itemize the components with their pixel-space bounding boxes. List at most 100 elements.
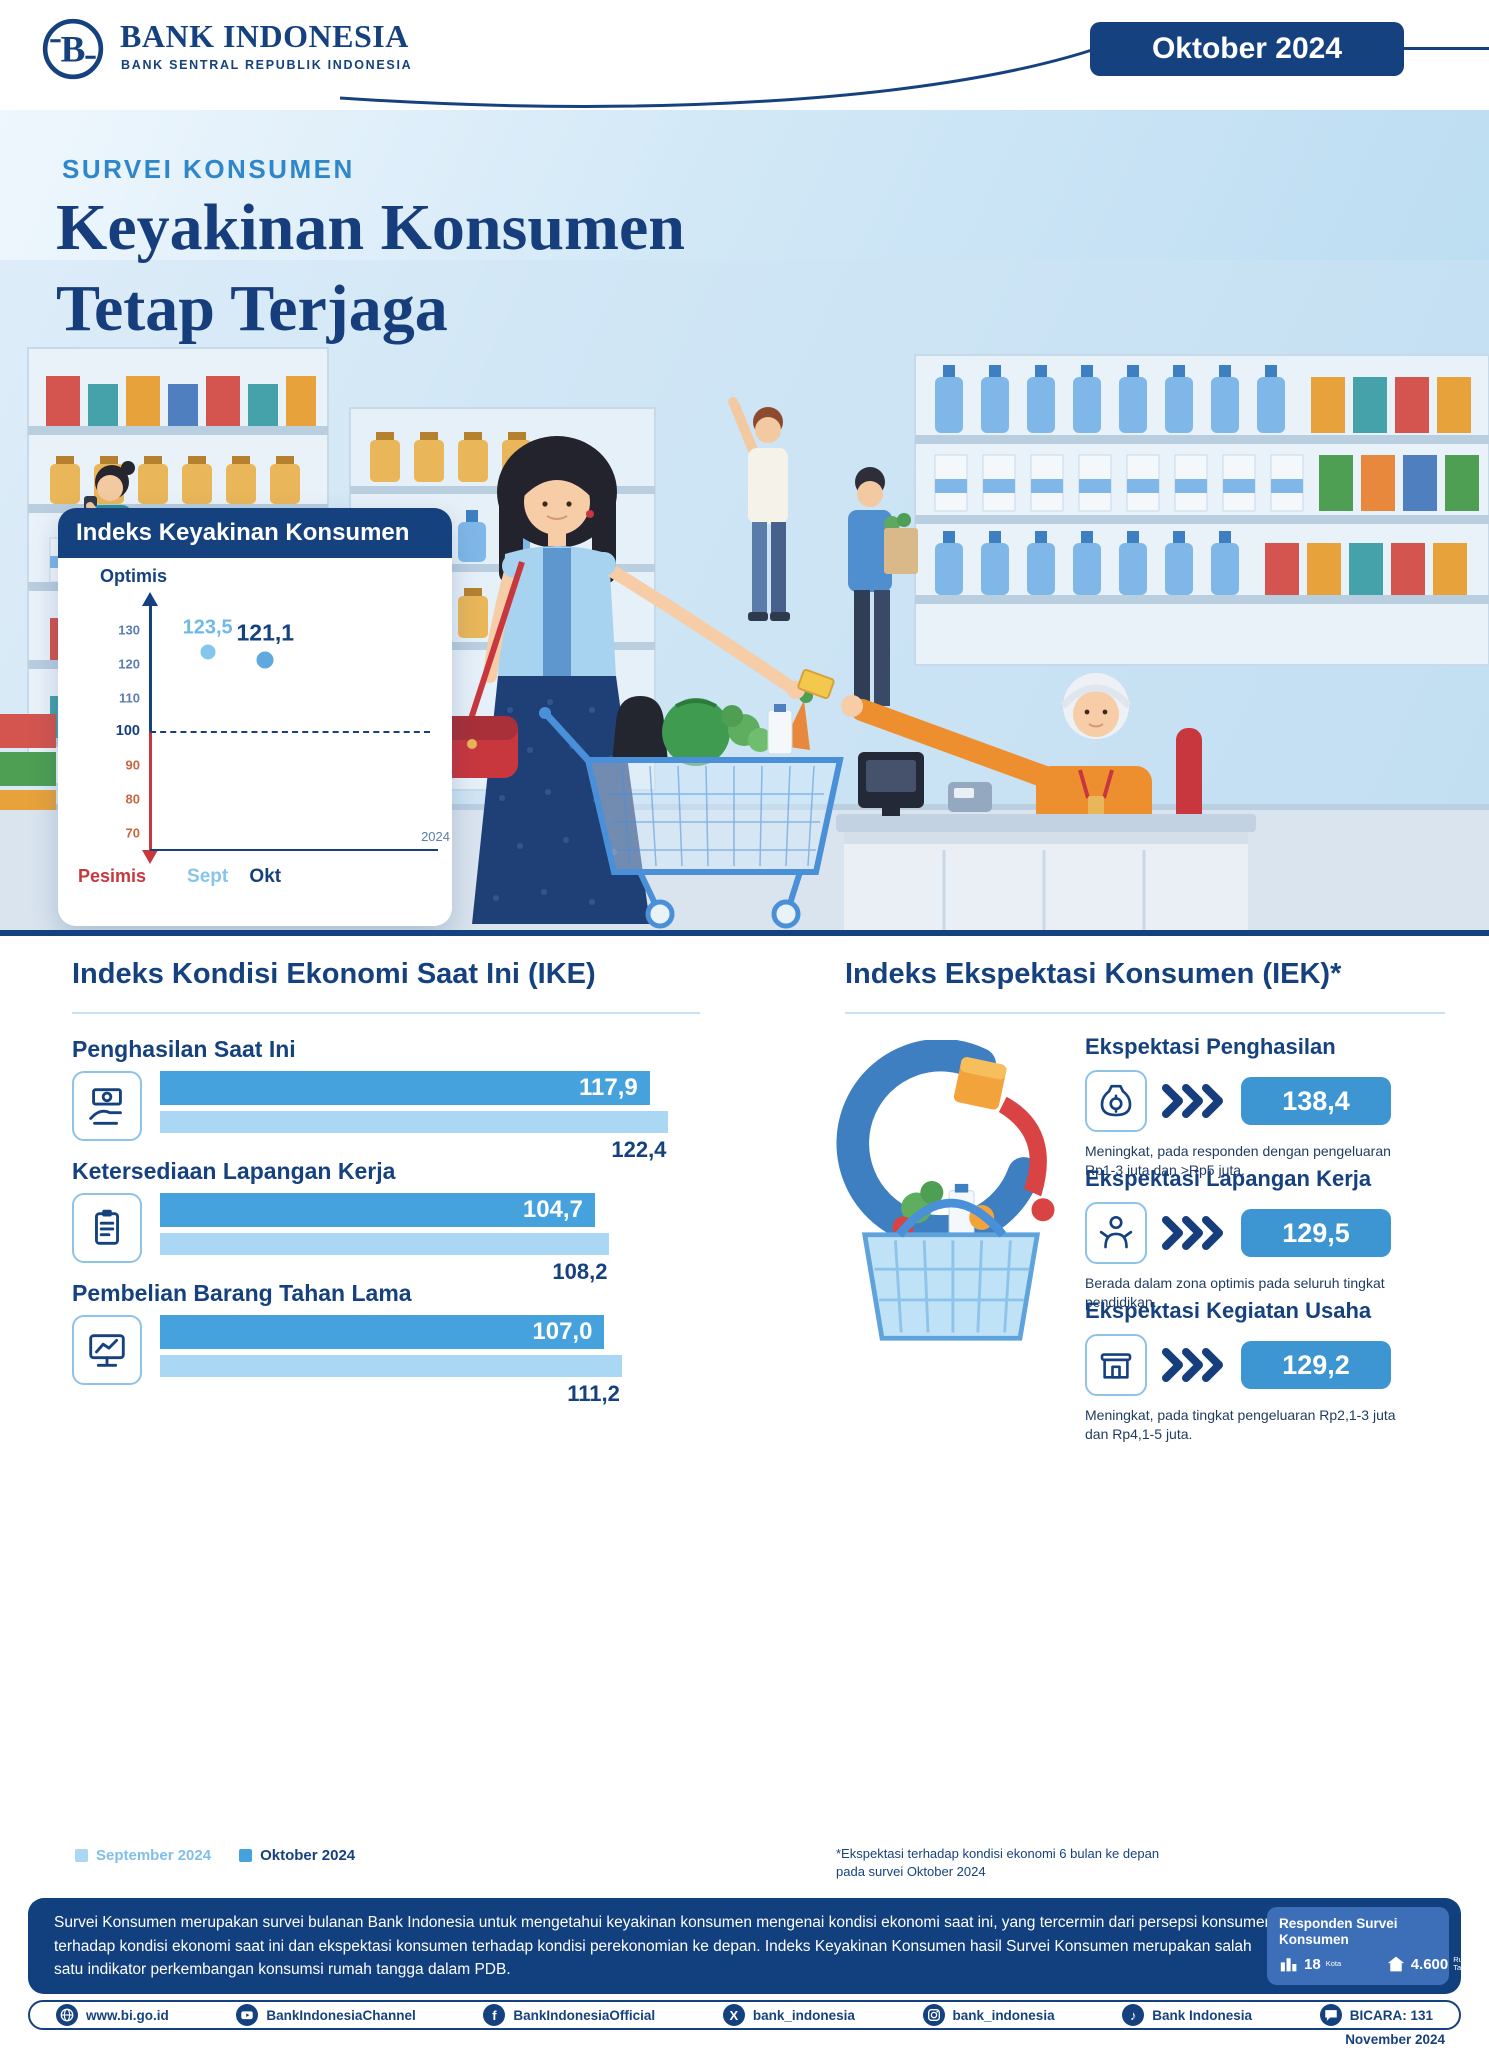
page-title-line1: Keyakinan Konsumen: [56, 191, 685, 264]
produce-crates: [0, 714, 56, 810]
instagram-label: bank_indonesia: [952, 2007, 1055, 2023]
x-category-sept: Sept: [187, 866, 229, 887]
ikk-plot: 130 120 110 100 90 80 70 123,5 121,1: [78, 592, 450, 887]
page-title: Keyakinan Konsumen Tetap Terjaga: [56, 188, 685, 349]
facebook-link[interactable]: f BankIndonesiaOfficial: [483, 2004, 655, 2026]
y-axis-top-label: Optimis: [100, 566, 168, 586]
iek-description: Meningkat, pada tingkat pengeluaran Rp2,…: [1085, 1407, 1396, 1442]
iek-label: Ekspektasi Kegiatan Usaha: [1085, 1298, 1372, 1323]
youtube-link[interactable]: BankIndonesiaChannel: [236, 2004, 416, 2026]
bar-value-oktober: 104,7: [522, 1196, 583, 1223]
bar-oktober: 104,7: [160, 1193, 595, 1227]
main-shopper: [426, 436, 799, 924]
legend-swatch-september: [75, 1849, 88, 1862]
footer-summary-box: Survei Konsumen merupakan survei bulanan…: [28, 1898, 1478, 1994]
y-tick: 120: [118, 656, 140, 672]
bar-value-september: 122,4: [611, 1137, 667, 1162]
ike-group-lapangan-kerja: Ketersediaan Lapangan Kerja 104,7 108,2: [72, 1158, 700, 1284]
y-tick: 80: [125, 791, 140, 807]
bar-september-fill: [160, 1355, 622, 1377]
y-tick: 90: [125, 757, 140, 773]
ike-legend: September 2024 Oktober 2024: [75, 1847, 355, 1864]
tiktok-link[interactable]: ♪ Bank Indonesia: [1122, 2004, 1252, 2026]
right-shelf-unit: [914, 354, 1489, 666]
y-axis-bottom-label: Pesimis: [78, 866, 147, 886]
kicker: SURVEI KONSUMEN: [62, 154, 355, 184]
stat-households-label: Rumah Tangga: [1453, 1954, 1478, 1973]
iek-title-rule: [845, 1012, 1445, 1014]
ike-section-title: Indeks Kondisi Ekonomi Saat Ini (IKE): [72, 958, 596, 990]
bar-value-september: 108,2: [552, 1259, 608, 1284]
stat-households-value: 4.600: [1410, 1955, 1449, 1973]
city-icon: [1280, 1958, 1297, 1972]
globe-icon: [56, 2004, 78, 2026]
header-swoosh-line: [339, 48, 1093, 108]
dot-okt: [256, 651, 274, 669]
chevrons-icon: [1162, 1084, 1223, 1118]
bar-oktober: 117,9: [160, 1071, 650, 1105]
axis-arrow-down-icon: [142, 850, 158, 864]
y-tick-baseline: 100: [115, 723, 140, 740]
facebook-icon: f: [483, 2004, 506, 2026]
website-link[interactable]: www.bi.go.id: [56, 2004, 169, 2026]
instagram-icon: [922, 2004, 945, 2026]
stat-households: 4.600 Rumah Tangga: [1386, 1955, 1489, 1973]
bar-value-september: 111,2: [567, 1381, 620, 1406]
iek-value-pill: 129,2: [1241, 1341, 1391, 1389]
ike-group-penghasilan: Penghasilan Saat Ini 117,9 122,4: [72, 1036, 700, 1162]
axis-arrow-up-icon: [142, 592, 158, 606]
instagram-link[interactable]: bank_indonesia: [922, 2004, 1055, 2026]
youtube-label: BankIndonesiaChannel: [266, 2007, 416, 2023]
money-bag-icon: [1085, 1070, 1147, 1132]
bar-value-oktober: 107,0: [532, 1318, 593, 1345]
page-title-line2: Tetap Terjaga: [56, 271, 448, 345]
man-with-grocery-bag: [848, 467, 918, 706]
bank-indonesia-logo-icon: B: [42, 18, 104, 80]
bar-september: 108,2: [160, 1233, 610, 1284]
footer-paragraph: Survei Konsumen merupakan survei bulanan…: [54, 1914, 1274, 1979]
y-tick: 110: [119, 690, 140, 705]
ike-group-label: Penghasilan Saat Ini: [72, 1036, 296, 1062]
x-icon: X: [722, 2004, 745, 2026]
x-link[interactable]: X bank_indonesia: [722, 2004, 855, 2026]
y-tick: 130: [118, 622, 140, 638]
stat-cities-label: Kota: [1325, 1959, 1342, 1969]
brand-subtitle: BANK SENTRAL REPUBLIK INDONESIA: [121, 58, 413, 72]
badge-line: [1400, 47, 1489, 50]
iek-description: Meningkat, pada responden dengan pengelu…: [1085, 1143, 1391, 1178]
ike-title-rule: [72, 1012, 700, 1014]
man-reaching-shelf: [728, 397, 790, 621]
svg-text:B: B: [61, 29, 86, 70]
youtube-icon: [236, 2004, 259, 2026]
baseline-100-dashed: [150, 731, 431, 734]
durable-goods-monitor-icon: [72, 1315, 142, 1385]
tiktok-label: Bank Indonesia: [1152, 2007, 1253, 2023]
y-axis-pesimis-segment: [148, 731, 152, 850]
ike-group-barang-tahan-lama: Pembelian Barang Tahan Lama 107,0 111,2: [72, 1280, 700, 1406]
iek-value-pill: 138,4: [1241, 1077, 1391, 1125]
legend-item-oktober: Oktober 2024: [239, 1847, 355, 1864]
data-point-okt: 121,1: [236, 619, 294, 669]
iek-block-kegiatan-usaha: Ekspektasi Kegiatan Usaha 129,2 Meningka…: [1085, 1298, 1445, 1444]
stat-cities: 18 Kota: [1279, 1955, 1370, 1973]
website-label: www.bi.go.id: [86, 2007, 169, 2023]
iek-label: Ekspektasi Penghasilan: [1085, 1034, 1336, 1059]
data-point-sept: 123,5: [183, 616, 233, 660]
bicara-speech-bubble-icon: [1319, 2004, 1342, 2026]
bicara-contact[interactable]: BICARA: 131: [1319, 2004, 1433, 2026]
iek-block-lapangan-kerja: Ekspektasi Lapangan Kerja 129,5 Berada d…: [1085, 1166, 1445, 1312]
bar-value-oktober: 117,9: [579, 1074, 638, 1101]
y-axis-optimis-segment: [148, 606, 152, 732]
respondent-badge-title: Responden Survei Konsumen: [1279, 1916, 1398, 1948]
data-label-okt: 121,1: [236, 619, 295, 646]
payment-card: [787, 668, 835, 700]
stat-cities-value: 18: [1304, 1955, 1321, 1973]
iek-description: Berada dalam zona optimis pada seluruh t…: [1085, 1275, 1385, 1310]
ikk-chart-body: Optimis 130 120 110 100 90 80 70: [58, 558, 452, 926]
x-axis-line: [150, 849, 439, 851]
facebook-label: BankIndonesiaOfficial: [513, 2007, 656, 2023]
business-shop-icon: [1085, 1334, 1147, 1396]
jobs-clipboard-icon: [72, 1193, 142, 1263]
iek-label: Ekspektasi Lapangan Kerja: [1085, 1166, 1372, 1191]
